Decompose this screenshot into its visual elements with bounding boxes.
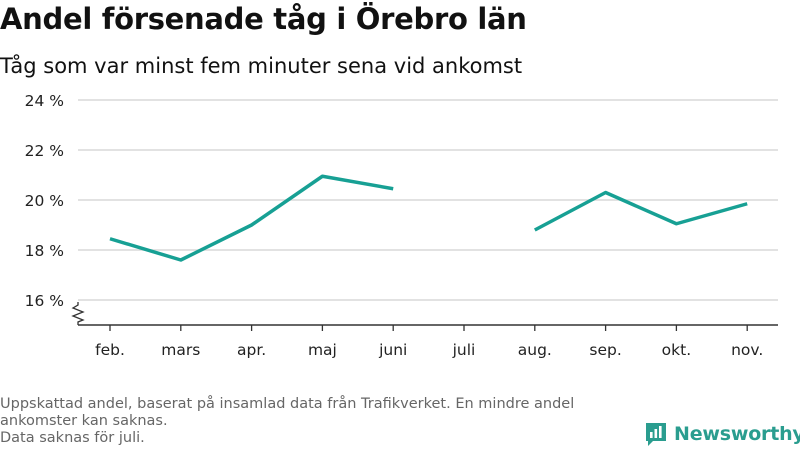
chart-footer: Uppskattad andel, baserat på insamlad da… <box>0 396 640 447</box>
series-line <box>109 174 394 262</box>
footer-line-3: Data saknas för juli. <box>0 430 145 446</box>
newsworthy-logo-icon <box>646 423 666 446</box>
x-tick-label: aug. <box>518 341 552 359</box>
x-tick-label: okt. <box>662 341 691 359</box>
logo-text: Newsworthy <box>674 423 800 445</box>
x-tick-label: sep. <box>589 341 621 359</box>
newsworthy-logo: Newsworthy <box>644 420 800 448</box>
footer-line-2: ankomster kan saknas. <box>0 413 168 429</box>
footer-line-1: Uppskattad andel, baserat på insamlad da… <box>0 396 575 412</box>
x-tick-label: apr. <box>237 341 266 359</box>
y-tick-label: 16 % <box>25 292 64 310</box>
y-tick-label: 24 % <box>25 92 64 110</box>
x-tick-label: juli <box>452 341 476 359</box>
y-tick-label: 22 % <box>25 142 64 160</box>
x-tick-label: mars <box>161 341 200 359</box>
x-tick-label: nov. <box>731 341 763 359</box>
chart-title: Andel försenade tåg i Örebro län <box>0 2 527 36</box>
chart-subtitle: Tåg som var minst fem minuter sena vid a… <box>0 54 523 78</box>
series-line <box>533 190 748 232</box>
x-tick-label: maj <box>308 341 337 359</box>
axis-break-icon <box>71 302 85 325</box>
x-tick-label: juni <box>378 341 407 359</box>
y-tick-label: 18 % <box>25 242 64 260</box>
y-tick-label: 20 % <box>25 192 64 210</box>
x-tick-label: feb. <box>95 341 125 359</box>
